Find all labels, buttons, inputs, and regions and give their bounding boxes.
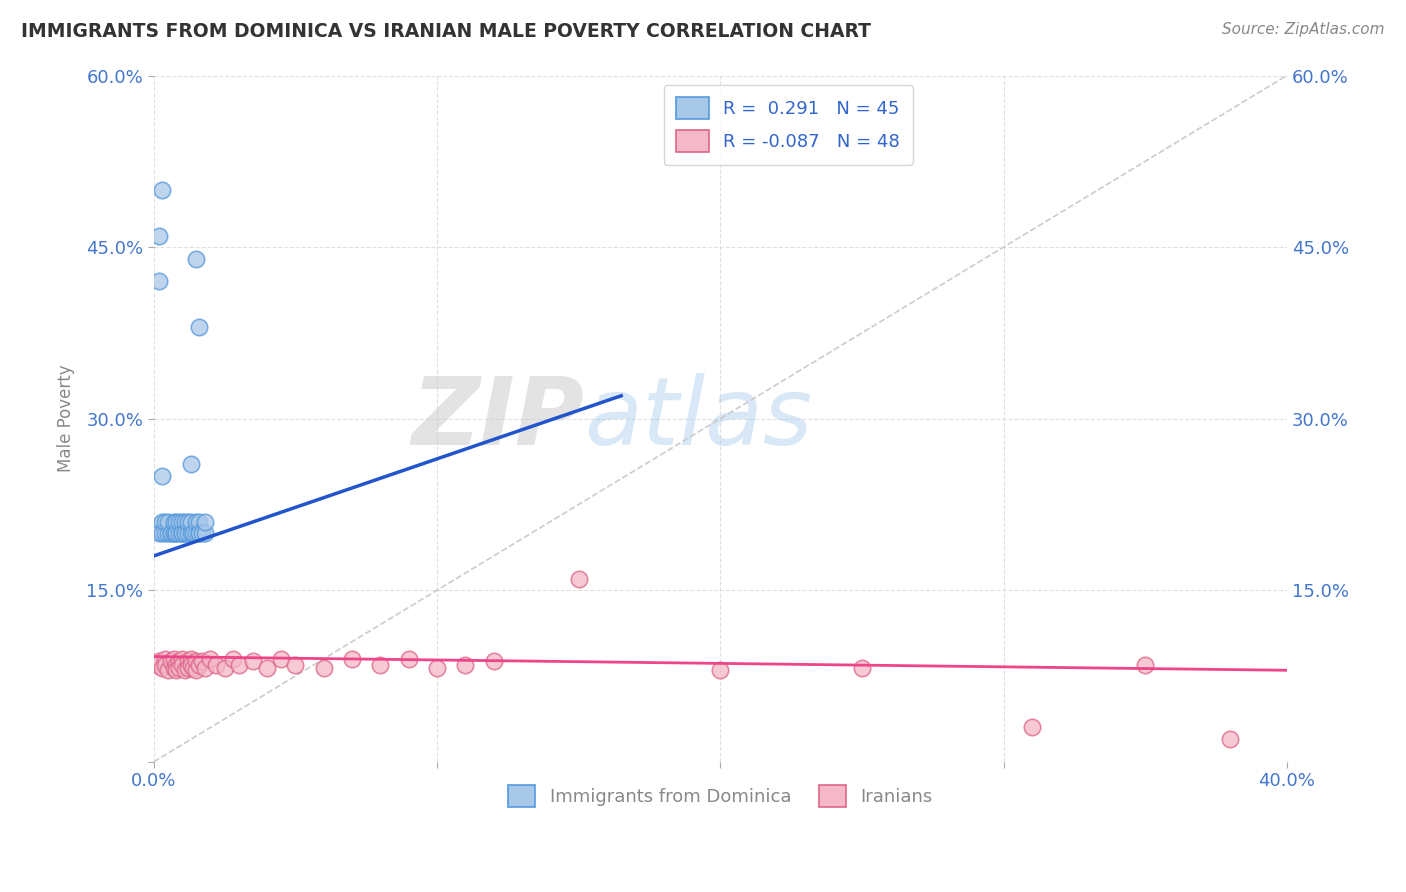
Point	[169, 526, 191, 541]
Point	[194, 661, 217, 675]
Point	[186, 515, 208, 529]
Point	[159, 526, 181, 541]
Point	[340, 652, 363, 666]
Point	[172, 657, 194, 672]
Y-axis label: Male Poverty: Male Poverty	[58, 365, 75, 473]
Point	[153, 526, 176, 541]
Point	[186, 663, 208, 677]
Point	[163, 652, 186, 666]
Point	[150, 515, 173, 529]
Point	[180, 526, 202, 541]
Point	[148, 526, 170, 541]
Text: atlas: atlas	[585, 373, 813, 464]
Point	[172, 526, 194, 541]
Point	[174, 526, 197, 541]
Point	[188, 526, 211, 541]
Point	[183, 526, 205, 541]
Point	[148, 274, 170, 288]
Point	[482, 654, 505, 668]
Point	[174, 526, 197, 541]
Point	[177, 654, 200, 668]
Point	[188, 526, 211, 541]
Point	[166, 657, 188, 672]
Point	[370, 657, 392, 672]
Point	[153, 657, 176, 672]
Point	[1021, 721, 1043, 735]
Point	[312, 661, 335, 675]
Point	[169, 661, 191, 675]
Point	[183, 526, 205, 541]
Point	[150, 468, 173, 483]
Point	[163, 526, 186, 541]
Point	[191, 526, 214, 541]
Point	[256, 661, 278, 675]
Point	[188, 320, 211, 334]
Point	[180, 515, 202, 529]
Point	[194, 515, 217, 529]
Text: IMMIGRANTS FROM DOMINICA VS IRANIAN MALE POVERTY CORRELATION CHART: IMMIGRANTS FROM DOMINICA VS IRANIAN MALE…	[21, 22, 872, 41]
Point	[169, 515, 191, 529]
Point	[159, 526, 181, 541]
Point	[166, 663, 188, 677]
Point	[186, 526, 208, 541]
Point	[851, 661, 873, 675]
Point	[1219, 731, 1241, 746]
Point	[172, 526, 194, 541]
Text: Source: ZipAtlas.com: Source: ZipAtlas.com	[1222, 22, 1385, 37]
Legend: Immigrants from Dominica, Iranians: Immigrants from Dominica, Iranians	[501, 778, 939, 814]
Point	[145, 657, 167, 672]
Point	[214, 661, 236, 675]
Point	[186, 654, 208, 668]
Point	[169, 654, 191, 668]
Point	[194, 526, 217, 541]
Point	[454, 657, 477, 672]
Point	[188, 657, 211, 672]
Point	[180, 458, 202, 472]
Point	[398, 652, 420, 666]
Point	[153, 515, 176, 529]
Point	[228, 657, 250, 672]
Point	[205, 657, 228, 672]
Point	[568, 572, 591, 586]
Point	[174, 663, 197, 677]
Point	[156, 663, 179, 677]
Point	[183, 661, 205, 675]
Point	[166, 526, 188, 541]
Point	[163, 526, 186, 541]
Point	[180, 657, 202, 672]
Point	[166, 526, 188, 541]
Text: ZIP: ZIP	[412, 373, 585, 465]
Point	[166, 515, 188, 529]
Point	[177, 661, 200, 675]
Point	[426, 661, 449, 675]
Point	[709, 663, 731, 677]
Point	[150, 183, 173, 197]
Point	[177, 526, 200, 541]
Point	[242, 654, 264, 668]
Point	[163, 661, 186, 675]
Point	[153, 652, 176, 666]
Point	[177, 515, 200, 529]
Point	[270, 652, 292, 666]
Point	[172, 652, 194, 666]
Point	[1135, 657, 1157, 672]
Point	[222, 652, 245, 666]
Point	[150, 526, 173, 541]
Point	[200, 652, 222, 666]
Point	[148, 228, 170, 243]
Point	[191, 654, 214, 668]
Point	[159, 654, 181, 668]
Point	[150, 661, 173, 675]
Point	[172, 515, 194, 529]
Point	[180, 652, 202, 666]
Point	[156, 515, 179, 529]
Point	[174, 515, 197, 529]
Point	[163, 515, 186, 529]
Point	[188, 515, 211, 529]
Point	[148, 654, 170, 668]
Point	[186, 252, 208, 266]
Point	[156, 526, 179, 541]
Point	[172, 526, 194, 541]
Point	[284, 657, 307, 672]
